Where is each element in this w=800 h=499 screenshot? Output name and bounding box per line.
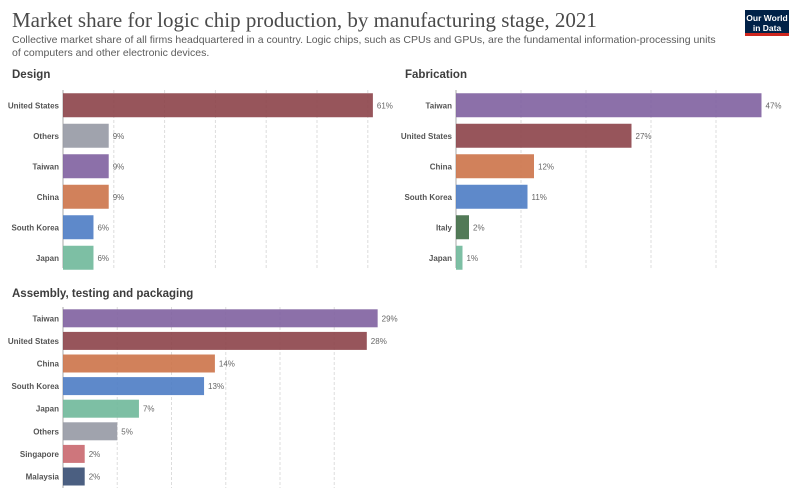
value-label: 2% bbox=[473, 223, 485, 232]
value-label: 12% bbox=[538, 162, 554, 171]
bar[interactable] bbox=[63, 184, 109, 209]
bar[interactable] bbox=[63, 93, 373, 118]
bar[interactable] bbox=[456, 215, 469, 240]
value-label: 29% bbox=[382, 314, 398, 323]
value-label: 27% bbox=[636, 132, 652, 141]
bar[interactable] bbox=[63, 422, 118, 441]
value-label: 2% bbox=[89, 473, 101, 482]
bar[interactable] bbox=[456, 184, 528, 209]
design-chart: United States 61% Others 9% Taiwan 9% China 9% S… bbox=[8, 90, 393, 270]
category-label: Others bbox=[33, 427, 59, 436]
category-label: Italy bbox=[436, 223, 453, 232]
category-label: Singapore bbox=[20, 450, 60, 459]
value-label: 9% bbox=[113, 193, 125, 202]
category-label: South Korea bbox=[11, 223, 59, 232]
owid-logo[interactable]: Our World in Data bbox=[745, 10, 789, 36]
bar[interactable] bbox=[63, 245, 94, 270]
category-label: United States bbox=[401, 132, 453, 141]
bar[interactable] bbox=[63, 399, 139, 418]
bar[interactable] bbox=[63, 354, 215, 373]
category-label: Malaysia bbox=[26, 473, 60, 482]
panel-title-assembly: Assembly, testing and packaging bbox=[12, 288, 194, 300]
bar[interactable] bbox=[63, 377, 205, 396]
category-label: South Korea bbox=[11, 382, 59, 391]
value-label: 47% bbox=[766, 101, 782, 110]
value-label: 14% bbox=[219, 360, 235, 369]
value-label: 61% bbox=[377, 101, 393, 110]
bar[interactable] bbox=[63, 444, 85, 463]
bar[interactable] bbox=[63, 154, 109, 179]
category-label: South Korea bbox=[404, 193, 452, 202]
bar[interactable] bbox=[63, 467, 85, 486]
value-label: 28% bbox=[371, 337, 387, 346]
category-label: China bbox=[37, 360, 60, 369]
value-label: 6% bbox=[97, 254, 109, 263]
value-label: 11% bbox=[532, 193, 547, 202]
bar[interactable] bbox=[456, 93, 762, 118]
category-label: Others bbox=[33, 132, 59, 141]
value-label: 13% bbox=[208, 382, 224, 391]
value-label: 9% bbox=[113, 132, 125, 141]
category-label: Japan bbox=[36, 254, 59, 263]
bar[interactable] bbox=[456, 154, 534, 179]
value-label: 2% bbox=[89, 450, 101, 459]
panel-title-design: Design bbox=[12, 69, 51, 81]
bar[interactable] bbox=[63, 215, 94, 240]
value-label: 7% bbox=[143, 405, 155, 414]
value-label: 6% bbox=[97, 223, 109, 232]
bar[interactable] bbox=[63, 123, 109, 148]
category-label: China bbox=[430, 162, 453, 171]
category-label: China bbox=[37, 193, 60, 202]
chart-title: Market share for logic chip production, … bbox=[12, 8, 597, 32]
category-label: Taiwan bbox=[425, 101, 452, 110]
value-label: 1% bbox=[467, 254, 479, 263]
category-label: Taiwan bbox=[32, 162, 59, 171]
bar[interactable] bbox=[63, 309, 378, 328]
value-label: 9% bbox=[113, 162, 125, 171]
category-label: Taiwan bbox=[32, 314, 59, 323]
category-label: United States bbox=[8, 337, 60, 346]
category-label: Japan bbox=[36, 405, 59, 414]
category-label: Japan bbox=[429, 254, 452, 263]
logo-line-1: Our World bbox=[746, 13, 788, 23]
bar[interactable] bbox=[456, 245, 463, 270]
fabrication-chart: Taiwan 47% United States 27% China 12% South K… bbox=[401, 90, 782, 270]
category-label: United States bbox=[8, 101, 60, 110]
logo-line-2: in Data bbox=[752, 23, 782, 33]
panel-title-fabrication: Fabrication bbox=[405, 69, 467, 81]
bar[interactable] bbox=[456, 123, 632, 148]
value-label: 5% bbox=[121, 427, 133, 436]
assembly-chart: Taiwan 29% United States 28% China 14% South K… bbox=[8, 307, 398, 488]
bar[interactable] bbox=[63, 331, 367, 350]
chart-subtitle: Collective market share of all firms hea… bbox=[12, 34, 716, 59]
